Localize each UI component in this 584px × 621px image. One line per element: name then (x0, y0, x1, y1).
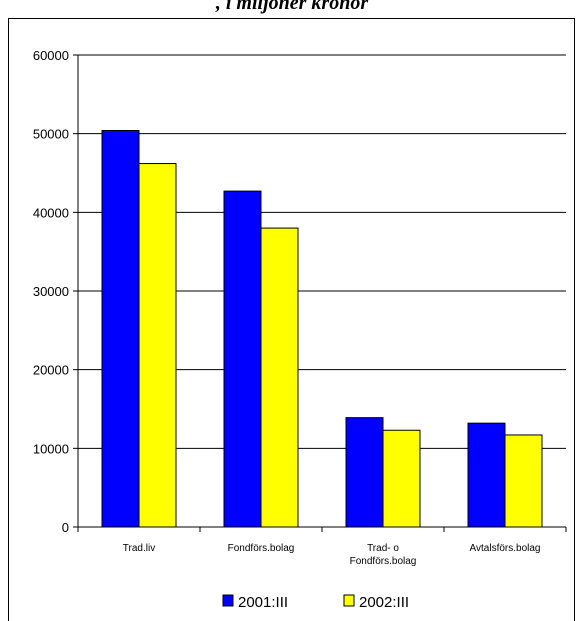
legend: 2001:III 2002:III (222, 594, 409, 611)
bar (382, 429, 421, 528)
y-tick-labels: 0 10000 20000 30000 40000 50000 60000 (33, 48, 69, 535)
bar (260, 227, 299, 528)
x-tick-label: Trad- o (367, 543, 399, 554)
y-tick-label: 50000 (33, 127, 69, 142)
axes (73, 54, 567, 532)
y-tick-label: 10000 (33, 441, 69, 456)
legend-swatch (222, 594, 234, 607)
bar (467, 422, 506, 528)
legend-label: 2002:III (359, 594, 409, 611)
bar (223, 190, 262, 528)
x-tick-label: Trad.liv (123, 543, 155, 554)
y-tick-label: 0 (62, 520, 69, 535)
chart-title-fragment: , i miljoner kronor (215, 0, 369, 14)
legend-label: 2001:III (238, 594, 288, 611)
y-tick-label: 40000 (33, 205, 69, 220)
bars (101, 130, 543, 528)
x-tick-label: Fondförs.bolag (228, 543, 295, 554)
legend-swatch (343, 594, 355, 607)
x-tick-labels: Trad.liv Fondförs.bolag Trad- o Fondförs.bo… (123, 543, 541, 567)
x-tick-label: Avtalsförs.bolag (470, 543, 541, 554)
bar (345, 417, 384, 528)
x-tick-label: Fondförs.bolag (350, 556, 417, 567)
y-tick-label: 60000 (33, 48, 69, 63)
bar (504, 434, 543, 528)
bar (138, 163, 177, 528)
chart-frame (8, 18, 575, 621)
y-tick-label: 30000 (33, 284, 69, 299)
y-tick-label: 20000 (33, 363, 69, 378)
bar (101, 130, 140, 528)
